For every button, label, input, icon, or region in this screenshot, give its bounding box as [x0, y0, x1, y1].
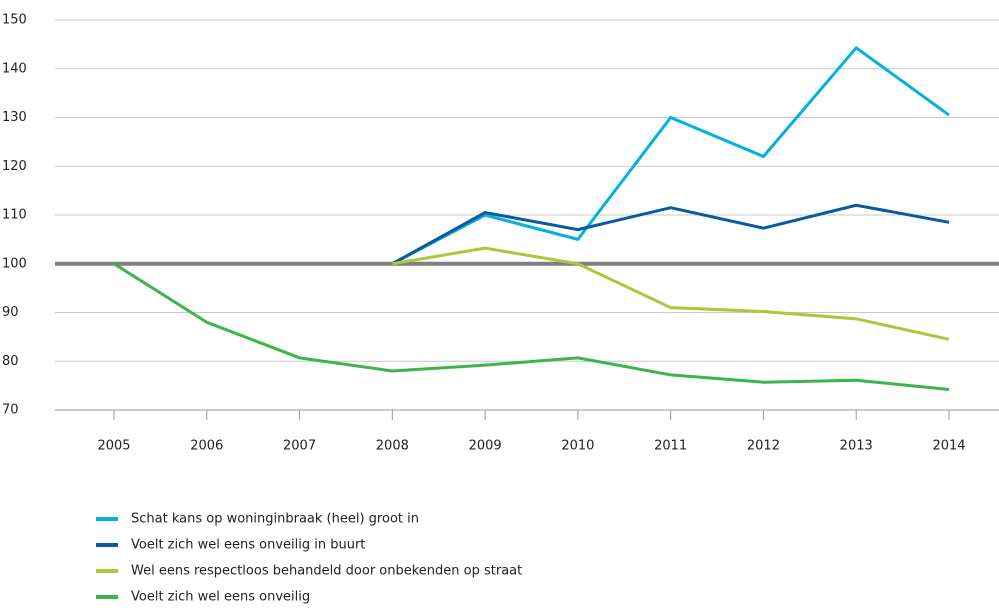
x-tick-label: 2014: [932, 439, 965, 454]
y-tick-label: 120: [2, 159, 27, 174]
y-tick-label: 80: [2, 354, 19, 369]
y-tick-label: 90: [2, 305, 19, 320]
series-line: [392, 246, 950, 341]
x-tick-label: 2013: [840, 439, 873, 454]
x-tick-label: 2009: [469, 439, 502, 454]
y-tick-label: 150: [2, 13, 27, 28]
x-tick-label: 2010: [561, 439, 594, 454]
series-line: [391, 203, 950, 266]
x-tick-label: 2007: [283, 439, 316, 454]
x-tick-label: 2005: [97, 439, 130, 454]
legend-label: Schat kans op woninginbraak (heel) groot…: [131, 512, 419, 527]
legend-label: Voelt zich wel eens onveilig: [131, 590, 310, 605]
series-line: [391, 46, 950, 266]
y-tick-label: 130: [2, 110, 27, 125]
y-tick-label: 70: [2, 403, 19, 418]
legend-label: Voelt zich wel eens onveilig in buurt: [131, 538, 365, 553]
y-tick-label: 100: [2, 256, 27, 271]
y-tick-label: 110: [2, 208, 27, 223]
x-tick-label: 2006: [190, 439, 223, 454]
x-tick-label: 2011: [654, 439, 687, 454]
series-line: [113, 262, 950, 392]
x-tick-label: 2008: [376, 439, 409, 454]
y-tick-label: 140: [2, 61, 27, 76]
x-tick-label: 2012: [747, 439, 780, 454]
legend-label: Wel eens respectloos behandeld door onbe…: [131, 564, 522, 579]
